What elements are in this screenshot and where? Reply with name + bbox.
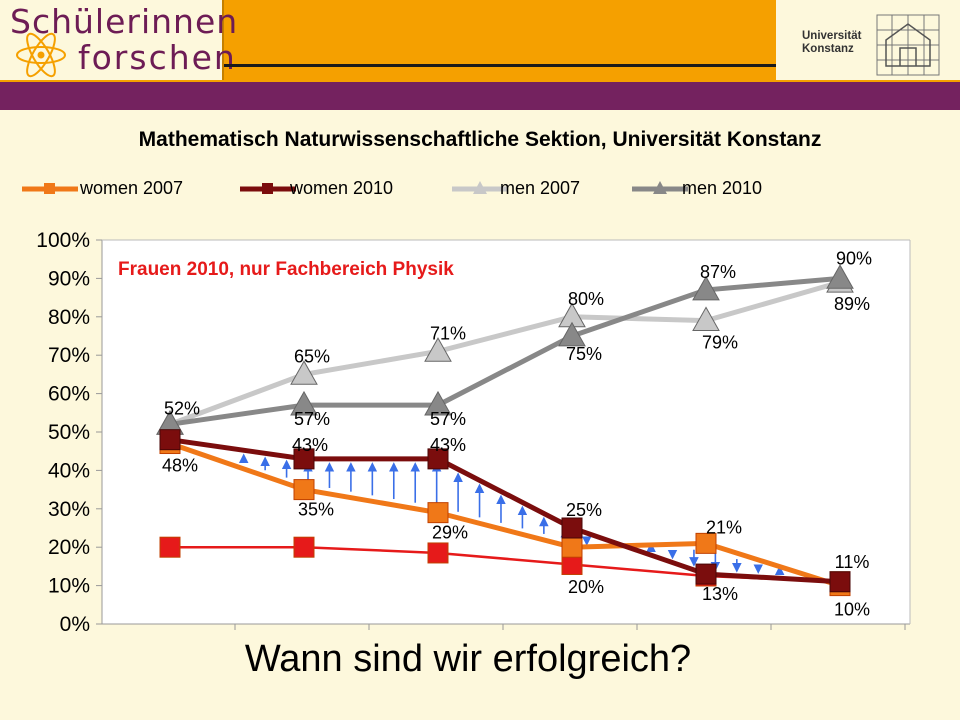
data-label: 29% (432, 523, 468, 543)
legend-label: men 2010 (682, 178, 763, 198)
series-line (169, 441, 841, 588)
legend-symbol (452, 181, 508, 194)
data-point (293, 536, 315, 558)
y-tick-label: 40% (48, 459, 90, 482)
y-tick-label: 70% (48, 344, 90, 367)
data-point (695, 563, 717, 585)
y-tick-label: 30% (48, 498, 90, 521)
data-point (692, 306, 720, 332)
data-point (293, 448, 315, 470)
legend-label: men 2007 (500, 178, 581, 198)
data-point (427, 502, 449, 524)
y-tick-label: 60% (48, 383, 90, 406)
project-logo: Schülerinnen forschen (0, 0, 237, 80)
data-label: 52% (164, 398, 200, 418)
data-point (826, 264, 854, 289)
data-label: 43% (430, 435, 466, 455)
data-label: 65% (294, 346, 330, 366)
data-label: 80% (568, 289, 604, 309)
y-tick-label: 10% (48, 575, 90, 598)
data-label: 20% (568, 577, 604, 597)
chart-legend: women 2007 women 2010 men 2007 men 2010 (0, 172, 960, 206)
data-label: 25% (566, 500, 602, 520)
data-point (561, 517, 583, 539)
data-label: 79% (702, 333, 738, 353)
university-name: Universität Konstanz (802, 30, 862, 55)
data-point (424, 390, 452, 416)
legend-item: women 2010 (0, 172, 960, 206)
legend-item: women 2007 (0, 172, 960, 206)
data-point (427, 448, 449, 470)
logo-text-line2: forschen (78, 38, 237, 77)
data-label: 35% (298, 500, 334, 520)
legend-item: men 2010 (0, 172, 960, 206)
legend-symbol (22, 183, 78, 194)
y-tick-label: 0% (60, 613, 90, 632)
data-point (427, 542, 449, 564)
chart-annotation: Frauen 2010, nur Fachbereich Physik (118, 259, 454, 280)
slide-question: Wann sind wir erfolgreich? (244, 638, 692, 680)
line-chart: 0% 10% 20% 30% 40% 50% 60% 70% 80% 90% 100% Frauen … (36, 229, 911, 632)
series-line (169, 437, 841, 585)
data-label: 13% (702, 584, 738, 604)
data-label: 10% (834, 600, 870, 620)
legend-label: women 2010 (290, 178, 394, 198)
legend-symbol (632, 181, 688, 194)
y-tick-label: 90% (48, 267, 90, 290)
y-tick-label: 80% (48, 306, 90, 329)
y-tick-label: 100% (36, 229, 90, 252)
header-divider (224, 64, 960, 67)
data-point (290, 390, 318, 416)
data-label: 11% (835, 552, 870, 572)
atom-icon (16, 32, 66, 78)
data-label: 89% (834, 294, 870, 314)
data-label: 57% (294, 409, 330, 429)
header-bar: Schülerinnen forschen Universität Konsta… (0, 0, 960, 82)
data-point (293, 479, 315, 501)
legend-label: women 2007 (80, 178, 184, 198)
y-tick-label: 20% (48, 536, 90, 559)
data-point (159, 536, 181, 558)
data-label: 21% (706, 517, 742, 537)
data-label: 71% (430, 323, 466, 343)
y-tick-label: 50% (48, 421, 90, 444)
logo-text-line1: Schülerinnen (10, 2, 239, 41)
data-point (695, 532, 717, 554)
building-icon (876, 14, 940, 76)
data-point (561, 536, 583, 558)
data-label: 43% (292, 435, 328, 455)
data-label: 90% (836, 248, 872, 268)
legend-item: men 2007 (0, 172, 960, 206)
data-point (424, 337, 452, 362)
data-point (290, 360, 318, 385)
data-label: 75% (566, 344, 602, 364)
data-label: 57% (430, 409, 466, 429)
series-line (169, 279, 841, 427)
data-label: 48% (162, 456, 198, 476)
data-point (692, 275, 720, 301)
data-point (829, 571, 851, 593)
series-line (169, 275, 841, 427)
section-title: Mathematisch Naturwissenschaftliche Sekt… (138, 128, 822, 151)
legend-symbol (240, 183, 296, 194)
data-point (558, 321, 586, 347)
data-label: 87% (700, 262, 736, 282)
purple-band (0, 82, 960, 110)
data-point (159, 429, 181, 451)
